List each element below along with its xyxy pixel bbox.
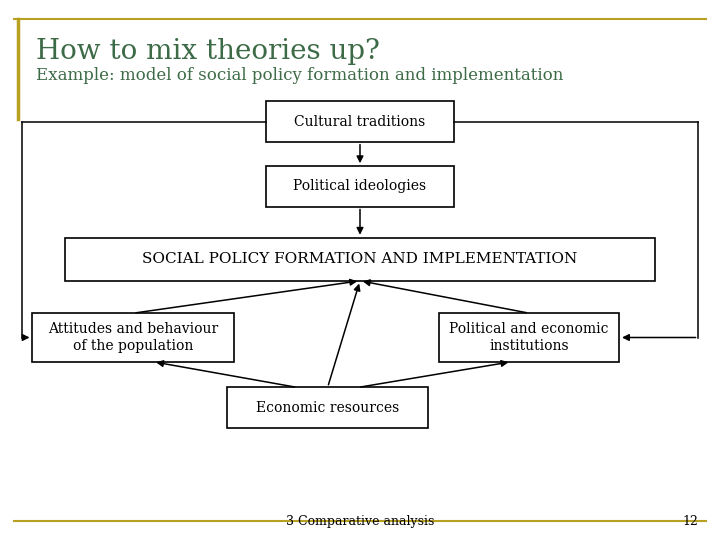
Text: SOCIAL POLICY FORMATION AND IMPLEMENTATION: SOCIAL POLICY FORMATION AND IMPLEMENTATI… [143,252,577,266]
Text: Economic resources: Economic resources [256,401,399,415]
Text: Political and economic
institutions: Political and economic institutions [449,322,609,353]
Text: 12: 12 [683,515,698,528]
Bar [32,313,234,362]
Bar [266,166,454,206]
Text: Example: model of social policy formation and implementation: Example: model of social policy formatio… [36,68,563,84]
Bar [227,388,428,428]
Text: Attitudes and behaviour
of the population: Attitudes and behaviour of the populatio… [48,322,218,353]
Text: 3 Comparative analysis: 3 Comparative analysis [286,515,434,528]
Text: How to mix theories up?: How to mix theories up? [36,38,380,65]
Text: Cultural traditions: Cultural traditions [294,114,426,129]
Bar [65,238,655,281]
Bar [439,313,619,362]
Text: Political ideologies: Political ideologies [294,179,426,193]
Bar [266,102,454,141]
